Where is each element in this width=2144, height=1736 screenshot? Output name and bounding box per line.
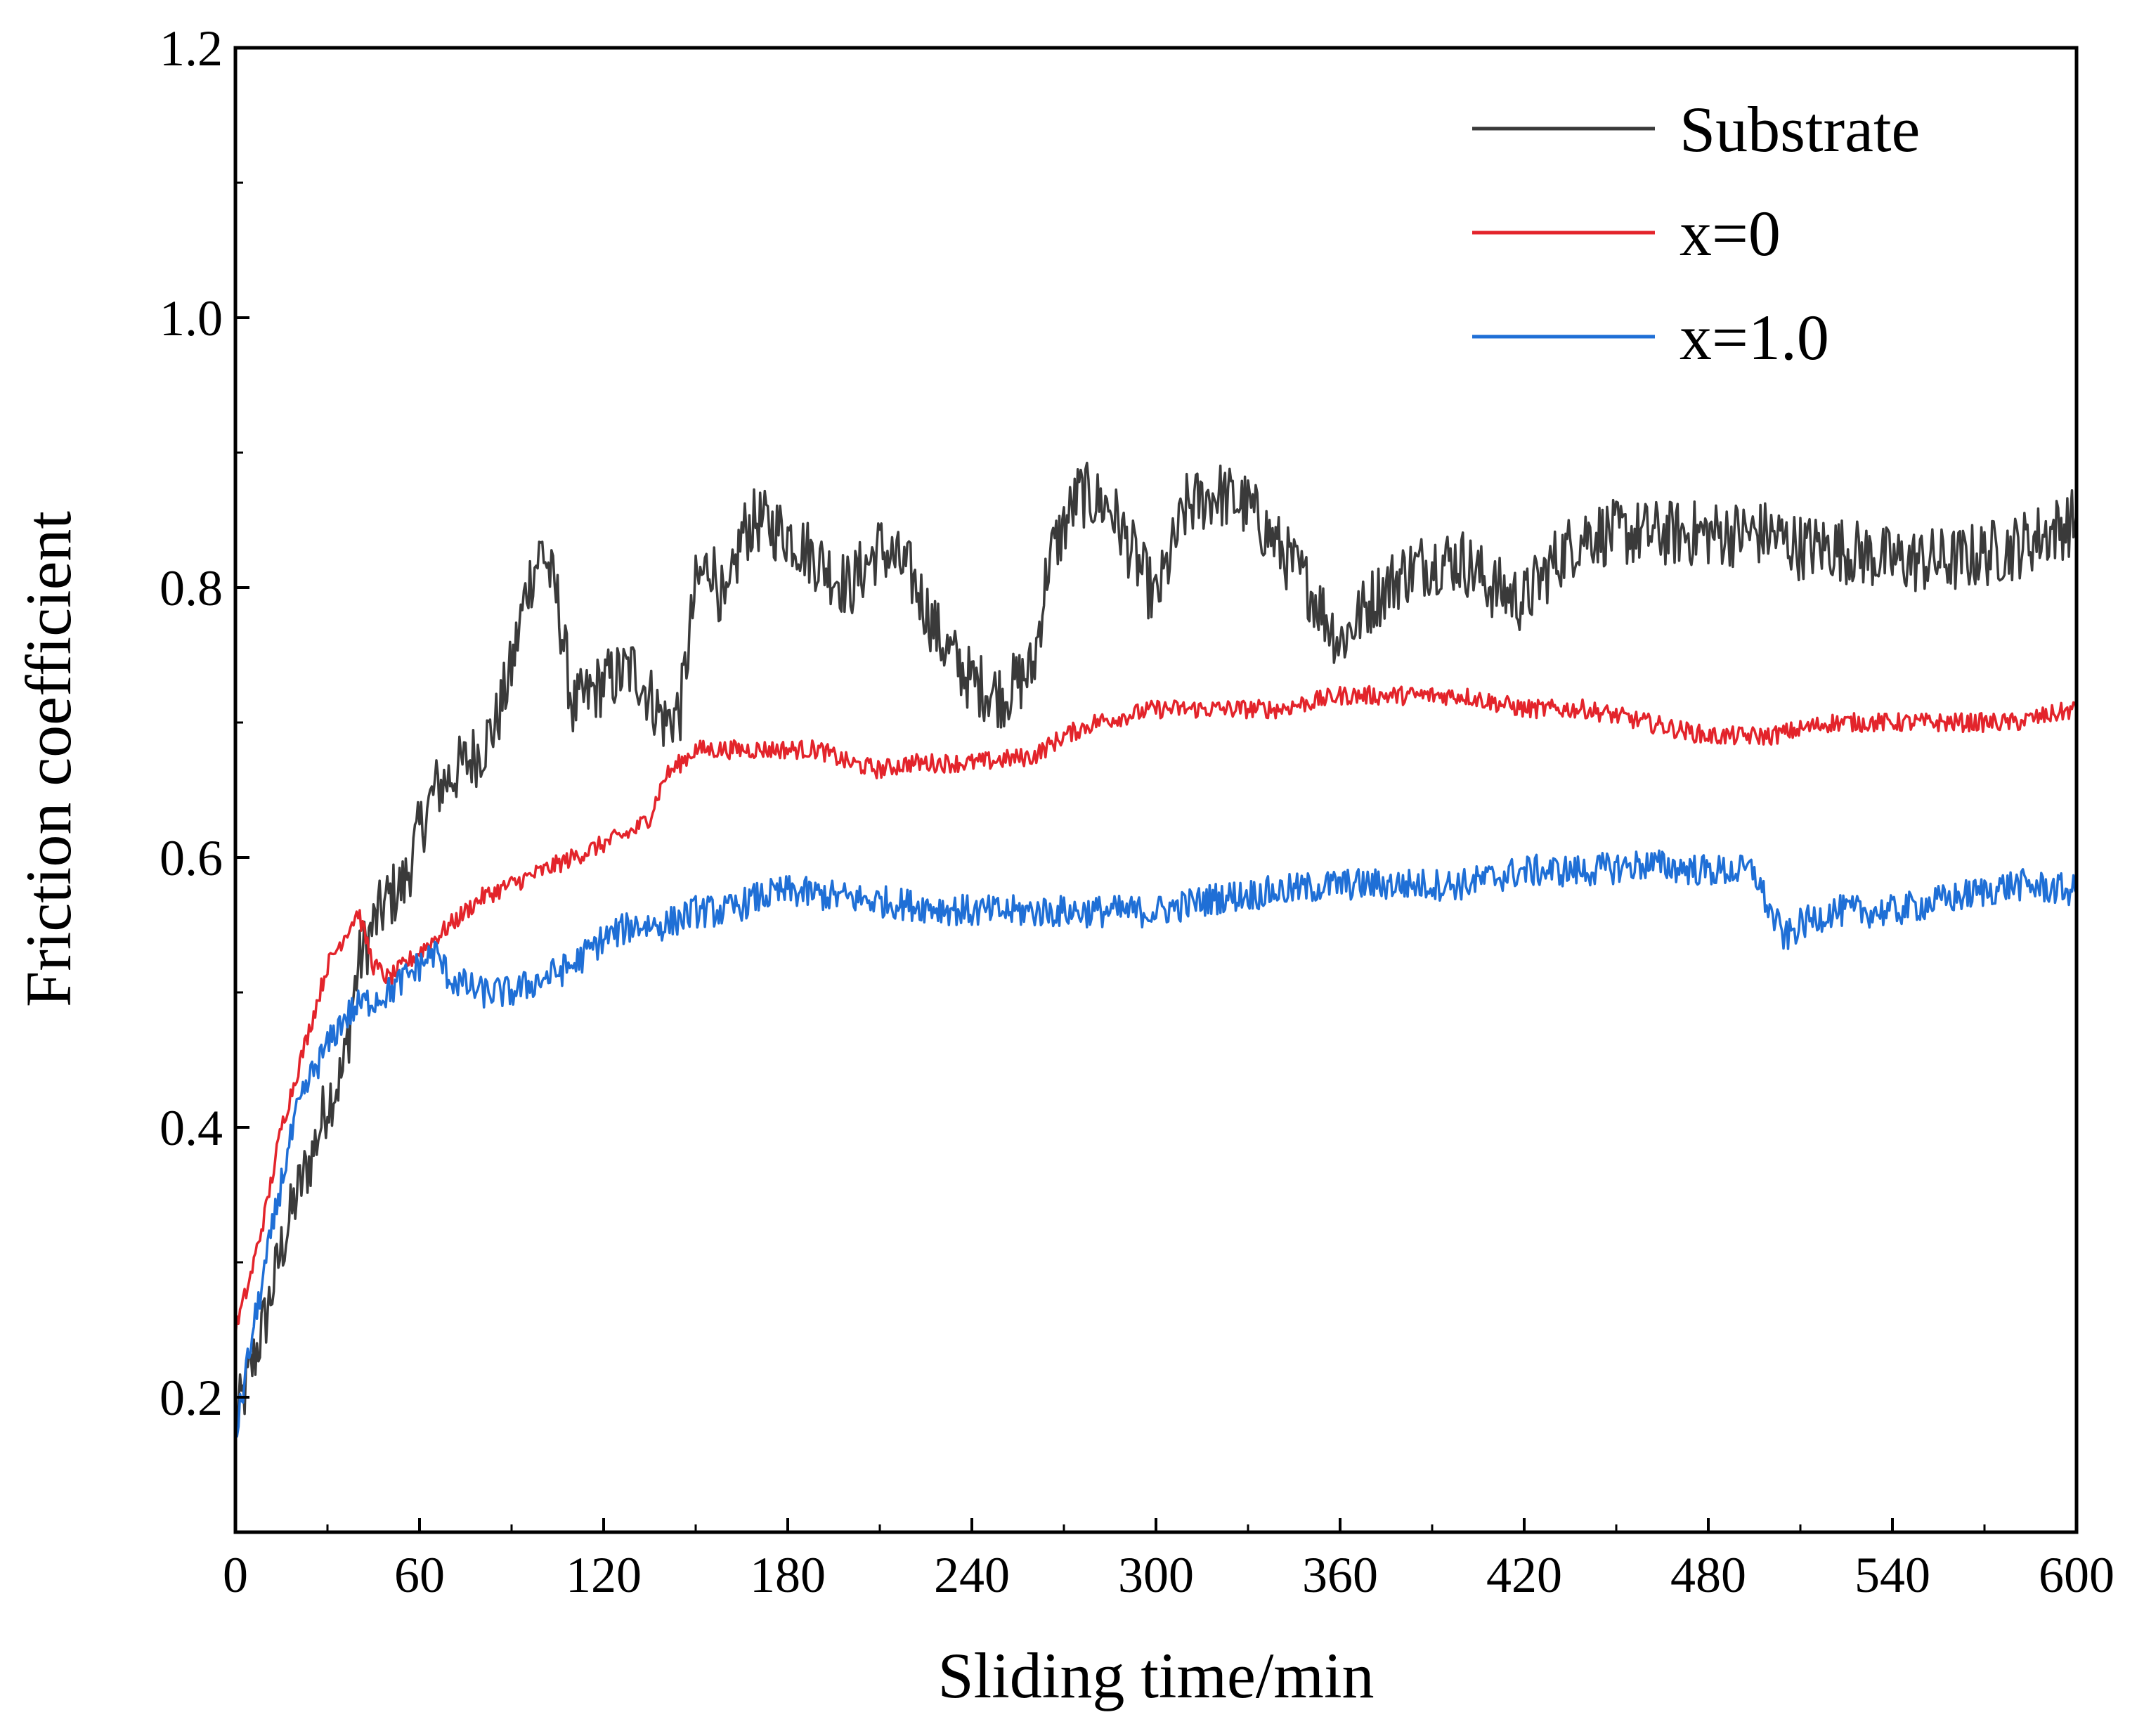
x-tick-label: 360 [1302, 1547, 1378, 1603]
series-line-3 [234, 849, 2078, 1439]
x-tick-label: 300 [1118, 1547, 1194, 1603]
y-axis-title: Friction coefficient [13, 511, 84, 1007]
legend-label: x=1.0 [1680, 302, 1829, 373]
y-tick-label: 0.8 [160, 560, 223, 616]
x-tick-label: 0 [223, 1547, 248, 1603]
y-tick-label: 0.6 [160, 830, 223, 886]
legend-label: x=0 [1680, 197, 1781, 269]
x-tick-label: 540 [1854, 1547, 1930, 1603]
y-tick-label: 1.2 [160, 20, 223, 77]
x-tick-label: 120 [566, 1547, 642, 1603]
x-tick-label: 180 [750, 1547, 826, 1603]
y-tick-label: 0.2 [160, 1370, 223, 1426]
series-line-1 [234, 461, 2078, 1434]
x-tick-label: 420 [1486, 1547, 1562, 1603]
series-layer [234, 461, 2078, 1439]
series-line-2 [234, 685, 2078, 1338]
x-tick-label: 240 [934, 1547, 1010, 1603]
legend-label: Substrate [1680, 93, 1920, 165]
x-axis-title: Sliding time/min [937, 1640, 1374, 1711]
x-tick-label: 60 [394, 1547, 445, 1603]
legend: Substrate x=0 x=1.0 [1472, 93, 1920, 373]
y-tick-label: 0.4 [160, 1100, 223, 1156]
x-axis-ticks: 0 60 120 180 240 300 360 420 480 540 600 [223, 1518, 2114, 1603]
x-tick-label: 600 [2039, 1547, 2114, 1603]
y-tick-label: 1.0 [160, 290, 223, 346]
y-axis-ticks: 0.2 0.4 0.6 0.8 1.0 1.2 [160, 20, 249, 1426]
x-tick-label: 480 [1670, 1547, 1746, 1603]
